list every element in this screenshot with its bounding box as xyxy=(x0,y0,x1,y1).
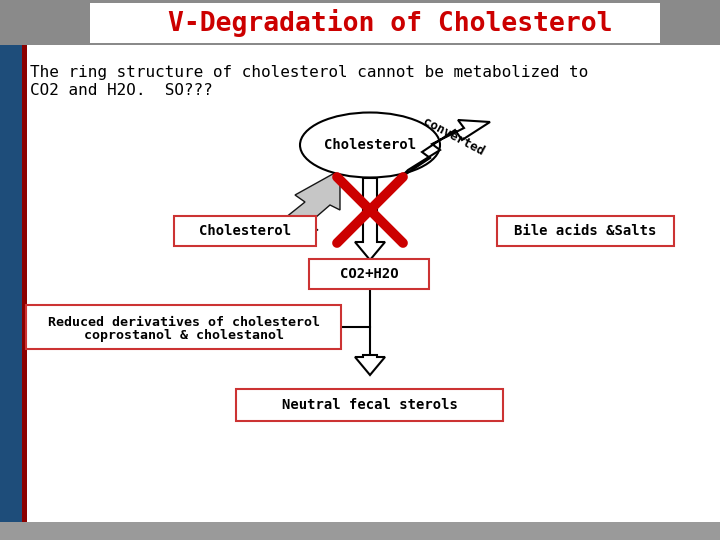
Text: converted: converted xyxy=(420,116,486,159)
Text: Cholesterol: Cholesterol xyxy=(324,138,416,152)
Text: CO2 and H2O.  SO???: CO2 and H2O. SO??? xyxy=(30,83,213,98)
Text: Cholesterol: Cholesterol xyxy=(199,224,291,238)
Text: V-Degradation of Cholesterol: V-Degradation of Cholesterol xyxy=(168,9,612,37)
Text: Bile acids &Salts: Bile acids &Salts xyxy=(514,224,657,238)
Bar xyxy=(0,0,720,45)
Ellipse shape xyxy=(300,112,440,178)
Text: Neutral fecal sterols: Neutral fecal sterols xyxy=(282,398,457,412)
Bar xyxy=(90,3,660,43)
Bar xyxy=(0,45,22,522)
Bar xyxy=(22,45,27,522)
FancyBboxPatch shape xyxy=(309,259,429,289)
Polygon shape xyxy=(355,178,385,260)
Text: The ring structure of cholesterol cannot be metabolized to: The ring structure of cholesterol cannot… xyxy=(30,65,588,80)
Text: Reduced derivatives of cholesterol: Reduced derivatives of cholesterol xyxy=(48,315,320,328)
Polygon shape xyxy=(400,120,490,178)
Polygon shape xyxy=(275,170,340,240)
Text: CO2+H2O: CO2+H2O xyxy=(340,267,398,281)
FancyBboxPatch shape xyxy=(174,216,316,246)
Polygon shape xyxy=(355,355,385,375)
Text: coprostanol & cholestanol: coprostanol & cholestanol xyxy=(84,329,284,342)
FancyBboxPatch shape xyxy=(26,305,341,349)
Bar xyxy=(0,522,720,540)
Bar xyxy=(27,45,720,522)
FancyBboxPatch shape xyxy=(497,216,674,246)
FancyBboxPatch shape xyxy=(236,389,503,421)
